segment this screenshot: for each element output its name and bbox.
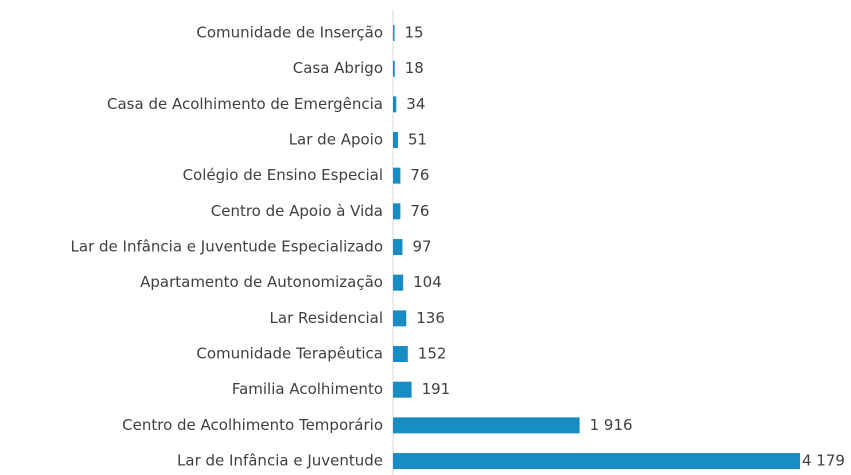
bar [393, 381, 412, 398]
category-label: Comunidade de Inserção [196, 24, 383, 42]
bar [393, 310, 407, 327]
bar [393, 203, 401, 220]
bar [393, 239, 403, 256]
data-label: 15 [404, 24, 423, 42]
category-label: Lar Residencial [270, 309, 383, 327]
bar [393, 346, 408, 363]
category-label: Apartamento de Autonomização [140, 273, 383, 291]
data-label: 97 [412, 238, 431, 256]
bar [393, 167, 401, 184]
bar [393, 25, 395, 41]
category-label: Centro de Apoio à Vida [211, 202, 383, 220]
data-label: 104 [413, 273, 442, 291]
bar [393, 274, 404, 291]
data-label: 76 [410, 202, 429, 220]
data-label: 136 [416, 309, 445, 327]
data-label: 76 [410, 166, 429, 184]
category-label: Centro de Acolhimento Temporário [122, 416, 383, 434]
data-label: 18 [405, 59, 424, 77]
category-label: Comunidade Terapêutica [196, 345, 383, 363]
bar [393, 453, 800, 470]
category-label: Lar de Apoio [289, 131, 383, 149]
bar [393, 132, 398, 149]
data-label: 34 [406, 95, 425, 113]
data-label: 191 [422, 380, 451, 398]
data-label: 1 916 [590, 416, 633, 434]
category-label: Colégio de Ensino Especial [183, 166, 383, 184]
category-label: Casa de Acolhimento de Emergência [107, 95, 383, 113]
data-label: 51 [408, 131, 427, 149]
category-label: Casa Abrigo [293, 59, 383, 77]
data-label: 4 179 [802, 452, 845, 470]
bar [393, 60, 395, 77]
data-label: 152 [418, 345, 447, 363]
bar [393, 417, 580, 434]
category-label: Familia Acolhimento [232, 380, 383, 398]
category-label: Lar de Infância e Juventude Especializad… [71, 238, 383, 256]
bar [393, 96, 397, 113]
category-label: Lar de Infância e Juventude [177, 452, 383, 470]
